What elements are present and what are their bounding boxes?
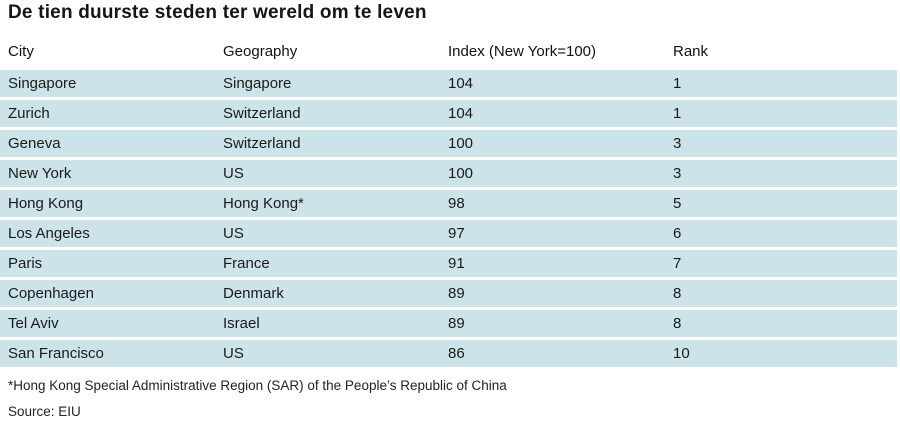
cell-rank: 5 <box>673 195 682 212</box>
cell-rank: 1 <box>673 75 682 92</box>
table-row: Los Angeles US 97 6 <box>0 220 897 247</box>
cell-rank: 7 <box>673 255 682 272</box>
table-row: Hong Kong Hong Kong* 98 5 <box>0 190 897 217</box>
cell-index: 100 <box>448 135 474 152</box>
cell-index: 89 <box>448 315 465 332</box>
page-title: De tien duurste steden ter wereld om te … <box>8 2 427 23</box>
table-row: New York US 100 3 <box>0 160 897 187</box>
cell-geography: Denmark <box>223 285 284 302</box>
cell-rank: 6 <box>673 225 682 242</box>
table-header-row: City Geography Index (New York=100) Rank <box>0 38 897 64</box>
cell-rank: 3 <box>673 165 682 182</box>
column-header-city: City <box>8 42 34 60</box>
cell-city: New York <box>8 165 72 182</box>
table-row: Tel Aviv Israel 89 8 <box>0 310 897 337</box>
cell-rank: 10 <box>673 345 690 362</box>
cell-geography: France <box>223 255 270 272</box>
cell-city: Paris <box>8 255 43 272</box>
column-header-geography: Geography <box>223 42 298 60</box>
cell-rank: 8 <box>673 315 682 332</box>
cell-geography: Switzerland <box>223 105 301 122</box>
cell-city: San Francisco <box>8 345 104 362</box>
cell-rank: 1 <box>673 105 682 122</box>
source-label: Source: EIU <box>8 404 81 419</box>
cell-geography: Israel <box>223 315 260 332</box>
cell-geography: Hong Kong* <box>223 195 304 212</box>
cell-city: Singapore <box>8 75 77 92</box>
cell-index: 89 <box>448 285 465 302</box>
cell-city: Tel Aviv <box>8 315 59 332</box>
table-row: Geneva Switzerland 100 3 <box>0 130 897 157</box>
cell-index: 86 <box>448 345 465 362</box>
cell-index: 97 <box>448 225 465 242</box>
cell-rank: 3 <box>673 135 682 152</box>
cell-city: Zurich <box>8 105 50 122</box>
cell-geography: US <box>223 345 244 362</box>
cell-index: 104 <box>448 75 474 92</box>
cell-geography: US <box>223 165 244 182</box>
footnote: *Hong Kong Special Administrative Region… <box>8 378 507 393</box>
cell-index: 100 <box>448 165 474 182</box>
cell-rank: 8 <box>673 285 682 302</box>
column-header-index: Index (New York=100) <box>448 42 597 60</box>
table-row: Paris France 91 7 <box>0 250 897 277</box>
cell-geography: Switzerland <box>223 135 301 152</box>
cell-city: Los Angeles <box>8 225 90 242</box>
column-header-rank: Rank <box>673 42 709 60</box>
cell-index: 91 <box>448 255 465 272</box>
cell-geography: US <box>223 225 244 242</box>
cell-city: Geneva <box>8 135 61 152</box>
table-row: San Francisco US 86 10 <box>0 340 897 367</box>
table-row: Singapore Singapore 104 1 <box>0 70 897 97</box>
table-row: Copenhagen Denmark 89 8 <box>0 280 897 307</box>
table-body: Singapore Singapore 104 1 Zurich Switzer… <box>0 70 897 370</box>
cell-city: Hong Kong <box>8 195 84 212</box>
cell-geography: Singapore <box>223 75 292 92</box>
cell-index: 104 <box>448 105 474 122</box>
cell-index: 98 <box>448 195 465 212</box>
table-row: Zurich Switzerland 104 1 <box>0 100 897 127</box>
cell-city: Copenhagen <box>8 285 94 302</box>
